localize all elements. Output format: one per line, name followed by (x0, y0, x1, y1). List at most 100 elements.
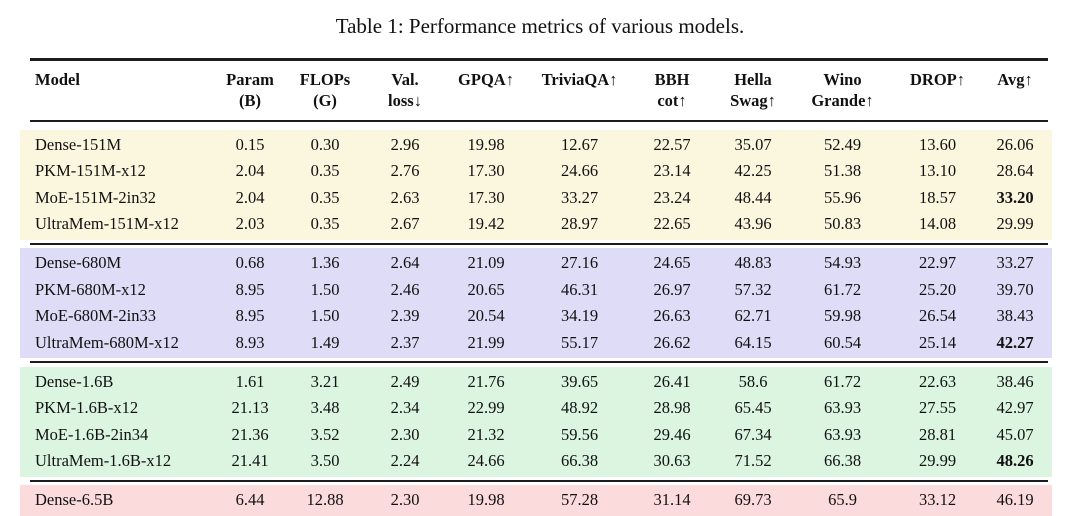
metric-cell: 48.26 (996, 451, 1034, 470)
metric-cell: 0.15 (235, 134, 265, 154)
metric-cell: 20.65 (467, 279, 505, 299)
metric-cell: 14.08 (918, 214, 957, 233)
metric-cell: 1.61 (235, 371, 265, 391)
table-row: Dense-151M 0.15 0.30 2.96 19.98 12.67 22.57 35.… (30, 132, 1046, 159)
metric-cell: 2.04 (235, 161, 265, 180)
metric-cell: 45.07 (996, 424, 1034, 444)
metric-cell: 2.63 (390, 187, 420, 207)
metric-cell: 28.64 (996, 161, 1034, 180)
metric-cell: 13.10 (918, 161, 957, 180)
table-row: UltraMem-680M-x12 8.93 1.49 2.37 21.99 55.17 2… (30, 330, 1046, 357)
metric-cell: 2.04 (235, 187, 265, 207)
metric-cell: 46.31 (560, 279, 599, 299)
metric-cell: 48.92 (560, 398, 599, 417)
metric-cell: 2.34 (390, 398, 420, 417)
table-rule-group-separator (30, 361, 1048, 363)
table-body: Dense-151M 0.15 0.30 2.96 19.98 12.67 22.57 35.… (20, 129, 1052, 516)
metric-cell: 28.81 (918, 424, 957, 444)
metric-cell: 66.38 (560, 451, 599, 470)
metric-cell: 51.38 (823, 161, 862, 180)
metric-cell: 48.83 (734, 253, 772, 272)
metric-cell: 6.44 (235, 490, 265, 509)
column-header: TriviaQA↑ (541, 69, 618, 89)
metric-cell: 42.97 (996, 398, 1034, 417)
model-name-cell: UltraMem-1.6B-x12 (35, 451, 172, 470)
metric-cell: 23.14 (653, 161, 691, 180)
metric-cell: 26.63 (653, 306, 691, 325)
metric-cell: 19.42 (467, 214, 505, 233)
table-rule-group-separator (30, 479, 1048, 482)
metric-cell: 17.30 (467, 187, 505, 207)
table-row: PKM-680M-x12 8.95 1.50 2.46 20.65 46.31 26.97 5… (30, 277, 1046, 304)
table-row: Dense-1.6B 1.61 3.21 2.49 21.76 39.65 26.41 58.… (30, 369, 1046, 396)
model-name-cell: Dense-1.6B (35, 371, 114, 391)
metric-cell: 29.46 (653, 424, 691, 444)
metric-cell: 8.95 (235, 306, 265, 325)
metric-cell: 28.97 (560, 214, 599, 233)
metric-cell: 61.72 (823, 279, 862, 299)
metric-cell: 12.67 (560, 134, 599, 154)
column-header: Wino Grande↑ (811, 69, 874, 110)
metric-cell: 63.93 (823, 424, 862, 444)
metric-cell: 23.24 (653, 187, 691, 207)
metric-cell: 1.50 (310, 279, 340, 299)
table-row: PKM-1.6B-x12 21.13 3.48 2.34 22.99 48.92 28.98… (30, 395, 1046, 422)
table-row: MoE-151M-2in32 2.04 0.35 2.63 17.30 33.27 23.2… (30, 185, 1046, 212)
metric-cell: 59.98 (823, 306, 862, 325)
table-caption: Table 1: Performance metrics of various … (335, 14, 745, 38)
metric-cell: 33.20 (996, 187, 1034, 207)
table-row: MoE-1.6B-2in34 21.36 3.52 2.30 21.32 59.56 29.… (30, 422, 1046, 449)
group-band: Dense-6.5B 6.44 12.88 2.30 19.98 57.28 31.14 69… (20, 485, 1052, 516)
metric-cell: 12.88 (306, 490, 344, 509)
metric-cell: 19.98 (467, 490, 505, 509)
metric-cell: 0.30 (310, 134, 340, 154)
metric-cell: 62.71 (734, 306, 772, 325)
metric-cell: 3.21 (310, 371, 340, 391)
metric-cell: 26.62 (653, 332, 691, 352)
metric-cell: 3.52 (310, 424, 340, 444)
metric-cell: 3.50 (310, 451, 340, 470)
metric-cell: 66.38 (823, 451, 862, 470)
metric-cell: 21.76 (467, 371, 505, 391)
model-name-cell: UltraMem-680M-x12 (35, 332, 179, 352)
metric-cell: 24.66 (560, 161, 599, 180)
metric-cell: 1.50 (310, 306, 340, 325)
metric-cell: 21.09 (467, 253, 505, 272)
metric-cell: 58.6 (738, 371, 768, 391)
metric-cell: 2.96 (390, 134, 420, 154)
metric-cell: 65.45 (734, 398, 772, 417)
model-name-cell: PKM-680M-x12 (35, 279, 146, 299)
metric-cell: 0.35 (310, 161, 340, 180)
group-band: Dense-151M 0.15 0.30 2.96 19.98 12.67 22.57 35.… (20, 129, 1052, 240)
metric-cell: 29.99 (918, 451, 957, 470)
column-header: FLOPs (G) (299, 69, 351, 110)
metric-cell: 26.54 (918, 306, 957, 325)
metric-cell: 50.83 (823, 214, 862, 233)
model-name-cell: PKM-151M-x12 (35, 161, 146, 180)
metric-cell: 2.46 (390, 279, 420, 299)
metric-cell: 30.63 (653, 451, 691, 470)
metric-cell: 67.34 (734, 424, 772, 444)
metric-cell: 21.32 (467, 424, 505, 444)
metric-cell: 60.54 (823, 332, 862, 352)
metric-cell: 28.98 (653, 398, 691, 417)
table-row: UltraMem-151M-x12 2.03 0.35 2.67 19.42 28.97 2… (30, 211, 1046, 238)
metric-cell: 26.97 (653, 279, 691, 299)
metric-cell: 61.72 (823, 371, 862, 391)
metric-cell: 18.57 (918, 187, 957, 207)
model-name-cell: MoE-680M-2in33 (35, 306, 156, 325)
metric-cell: 33.12 (918, 490, 957, 509)
metric-cell: 26.06 (996, 134, 1034, 154)
metric-cell: 24.66 (467, 451, 505, 470)
column-header: Val. loss↓ (388, 69, 422, 110)
metric-cell: 65.9 (828, 490, 857, 509)
metric-cell: 22.57 (653, 134, 691, 154)
metric-cell: 21.99 (467, 332, 505, 352)
column-header: Model (35, 69, 80, 89)
performance-table: Model Param (B) FLOPs (G) Val. loss↓ GPQA↑ Tr… (20, 58, 1052, 516)
metric-cell: 21.13 (231, 398, 269, 417)
metric-cell: 69.73 (734, 490, 772, 509)
column-header: Avg↑ (997, 69, 1033, 89)
metric-cell: 43.96 (734, 214, 772, 233)
column-header: Hella Swag↑ (730, 69, 776, 110)
